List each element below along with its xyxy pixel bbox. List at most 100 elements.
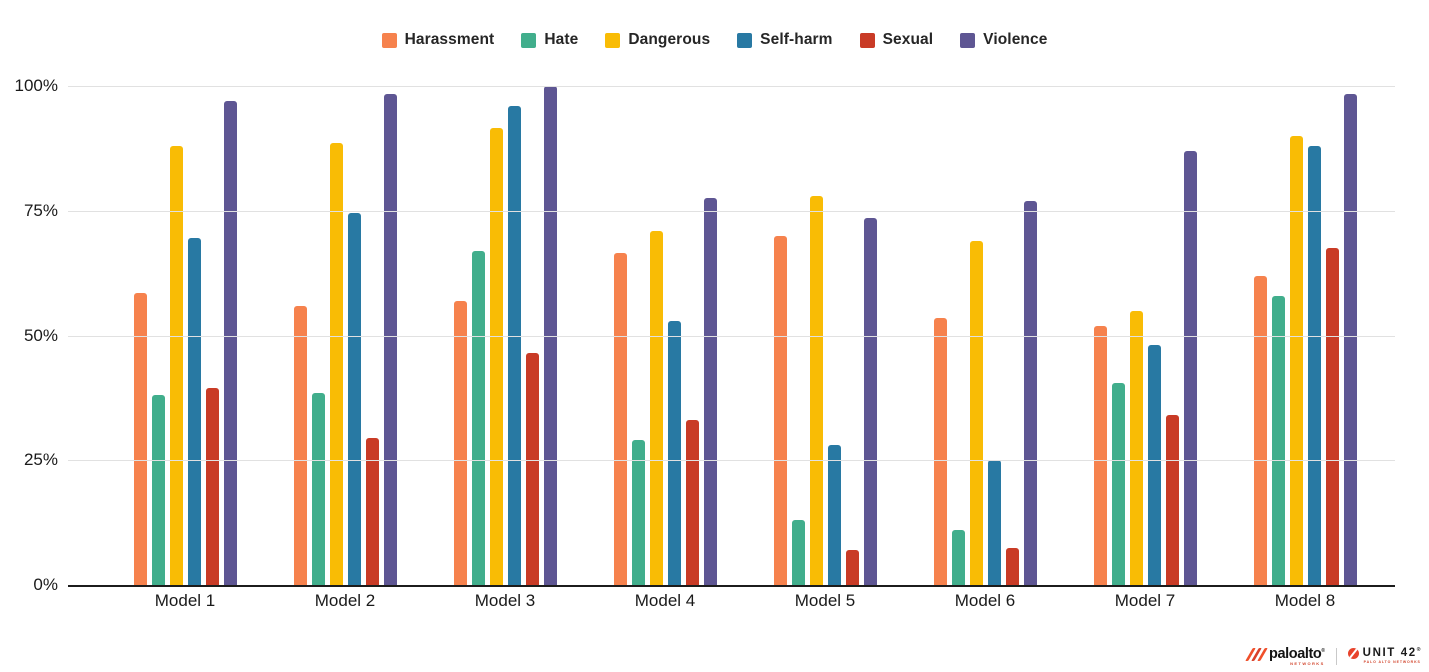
bar-group-model-2: [265, 86, 425, 585]
bar-model-8-sexual: [1325, 248, 1339, 585]
y-tick-label-0: 0%: [33, 575, 58, 594]
logo-divider: [1335, 647, 1337, 665]
bar-model-6-dangerous: [969, 240, 983, 585]
legend-label: Hate: [544, 31, 579, 48]
bar-model-3-harassment: [453, 300, 467, 585]
gridline-75: [68, 210, 1395, 212]
bar-model-6-sexual: [1005, 547, 1019, 585]
bar-model-2-violence: [383, 93, 397, 585]
bar-model-7-harassment: [1093, 325, 1107, 585]
legend-swatch-self-harm: [737, 32, 753, 48]
y-tick-label-100: 100%: [14, 76, 58, 95]
legend-item-hate: Hate: [521, 31, 578, 49]
bar-model-3-dangerous: [489, 128, 503, 585]
unit42-subtext: PALO ALTO NETWORKS: [1363, 660, 1421, 665]
bar-model-8-self-harm: [1307, 145, 1321, 585]
bar-model-5-harassment: [773, 235, 787, 585]
bar-model-1-dangerous: [169, 145, 183, 585]
bar-model-1-hate: [151, 395, 165, 585]
bar-model-6-self-harm: [987, 460, 1001, 585]
bar-model-4-hate: [631, 440, 645, 585]
bar-model-1-self-harm: [187, 238, 201, 585]
y-tick-label-25: 25%: [23, 450, 58, 470]
y-tick-label-75: 75%: [23, 200, 58, 220]
legend-label: Harassment: [404, 31, 495, 48]
bar-model-2-dangerous: [329, 143, 343, 585]
bar-model-7-dangerous: [1129, 310, 1143, 585]
bar-model-3-sexual: [525, 352, 539, 585]
bar-model-6-hate: [951, 530, 965, 585]
bar-model-8-violence: [1343, 93, 1357, 585]
x-axis-label-model-2: Model 2: [314, 591, 376, 610]
bar-group-model-8: [1225, 86, 1385, 585]
unit42-icon: [1347, 648, 1359, 659]
legend-item-harassment: Harassment: [381, 31, 495, 49]
legend-swatch-sexual: [859, 32, 875, 48]
x-axis-label-model-5: Model 5: [794, 591, 856, 610]
gridline-25: [68, 460, 1395, 462]
bar-model-2-self-harm: [347, 213, 361, 585]
legend-item-violence: Violence: [960, 31, 1047, 49]
bar-model-8-dangerous: [1289, 135, 1303, 585]
bar-group-model-7: [1065, 86, 1225, 585]
x-axis-label-model-7: Model 7: [1114, 591, 1176, 610]
legend-label: Dangerous: [628, 31, 711, 48]
bar-model-2-harassment: [293, 305, 307, 585]
bar-model-1-sexual: [205, 387, 219, 585]
x-axis-label-model-1: Model 1: [154, 591, 216, 610]
legend-swatch-harassment: [381, 32, 397, 48]
paloalto-icon: [1245, 647, 1268, 661]
bar-model-4-self-harm: [667, 320, 681, 585]
footer-branding: paloalto® NETWORKS UNIT 42® PALO ALTO NE…: [1245, 645, 1422, 667]
x-axis-label-model-4: Model 4: [634, 591, 696, 610]
bar-model-6-harassment: [933, 318, 947, 585]
bar-model-5-self-harm: [827, 445, 841, 585]
bar-model-5-hate: [791, 520, 805, 585]
bar-model-1-violence: [223, 100, 237, 585]
unit42-logo: UNIT 42® PALO ALTO NETWORKS: [1347, 646, 1422, 665]
bar-model-8-harassment: [1253, 275, 1267, 585]
bar-model-7-hate: [1111, 382, 1125, 585]
paloalto-wordmark: paloalto®: [1268, 645, 1325, 662]
bar-model-1-harassment: [133, 293, 147, 585]
legend-item-dangerous: Dangerous: [605, 31, 710, 49]
legend-item-self-harm: Self-harm: [737, 31, 832, 49]
bar-model-7-violence: [1183, 150, 1197, 585]
chart-legend: Harassment Hate Dangerous Self-harm Sexual Vi…: [0, 31, 1429, 49]
bar-group-model-1: [105, 86, 265, 585]
bar-group-model-5: [745, 86, 905, 585]
bar-model-3-hate: [471, 250, 485, 585]
gridline-100: [68, 86, 1395, 87]
bar-model-8-hate: [1271, 295, 1285, 585]
bar-model-5-dangerous: [809, 195, 823, 585]
legend-label: Violence: [983, 31, 1048, 48]
legend-swatch-violence: [960, 32, 976, 48]
y-axis-labels: 100% 75% 50% 25% 0%: [0, 76, 58, 594]
bar-model-6-violence: [1023, 200, 1037, 585]
unit42-wordmark: UNIT 42®: [1362, 646, 1422, 659]
paloalto-networks-subtext: NETWORKS: [1290, 661, 1325, 666]
bar-model-4-harassment: [613, 253, 627, 585]
bar-model-7-self-harm: [1147, 345, 1161, 585]
x-axis-label-model-6: Model 6: [954, 591, 1016, 610]
legend-swatch-hate: [521, 32, 537, 48]
plot-area: [68, 86, 1395, 587]
legend-item-sexual: Sexual: [859, 31, 934, 49]
registered-mark: ®: [1321, 647, 1325, 654]
x-axis-label-model-3: Model 3: [474, 591, 536, 610]
bar-model-3-self-harm: [507, 105, 521, 585]
bar-model-4-violence: [703, 198, 717, 585]
legend-swatch-dangerous: [605, 32, 621, 48]
bar-model-4-dangerous: [649, 230, 663, 585]
bar-group-model-6: [905, 86, 1065, 585]
bar-model-5-violence: [863, 218, 877, 585]
gridline-50: [68, 335, 1395, 337]
bar-model-4-sexual: [685, 420, 699, 585]
bar-model-2-hate: [311, 392, 325, 585]
bar-model-7-sexual: [1165, 415, 1179, 585]
y-tick-label-50: 50%: [23, 325, 58, 345]
x-axis-label-model-8: Model 8: [1274, 591, 1336, 610]
registered-mark: ®: [1416, 646, 1422, 653]
bar-model-5-sexual: [845, 550, 859, 585]
paloalto-networks-logo: paloalto® NETWORKS: [1245, 645, 1325, 667]
